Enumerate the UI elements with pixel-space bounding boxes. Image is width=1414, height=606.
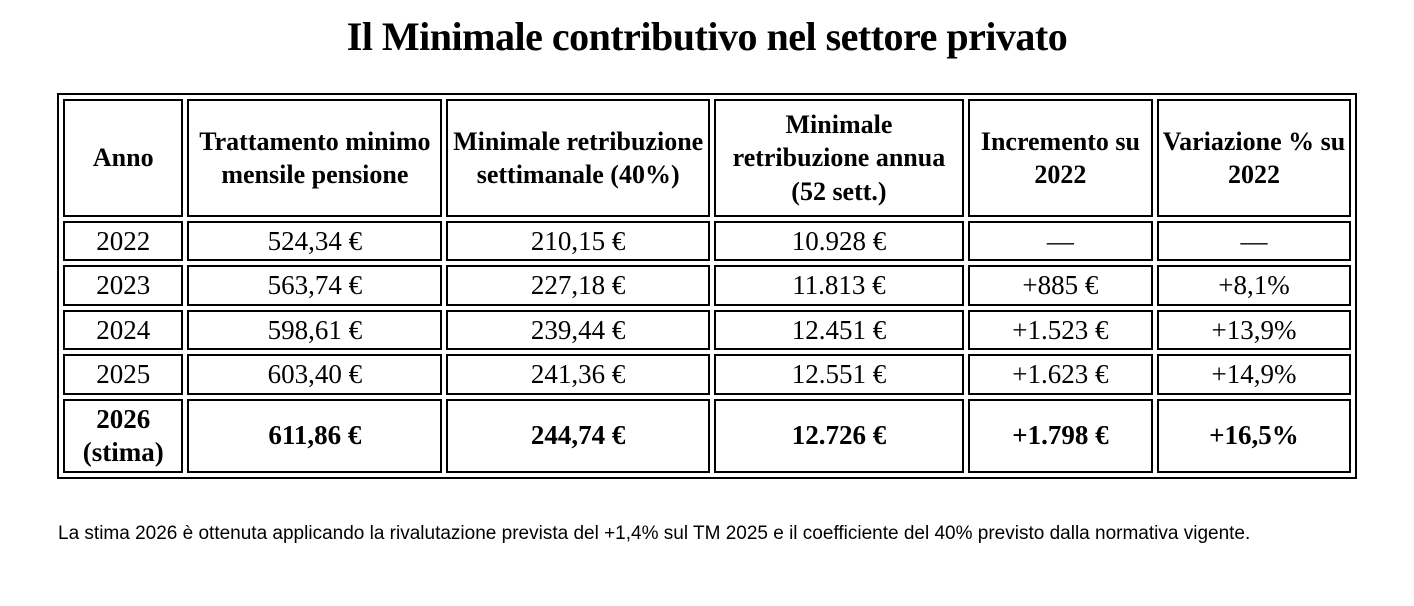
cell-variazione: +16,5% [1156, 398, 1351, 473]
cell-settimanale: 227,18 € [446, 265, 711, 306]
cell-anno: 2022 [63, 221, 184, 262]
column-header-anno: Anno [63, 99, 184, 217]
cell-trattamento: 603,40 € [187, 354, 443, 395]
table-row-2022: 2022 524,34 € 210,15 € 10.928 € — — [63, 221, 1351, 262]
cell-incremento: +1.798 € [967, 398, 1153, 473]
footnote-text: La stima 2026 è ottenuta applicando la r… [58, 522, 1251, 544]
table-row-2024: 2024 598,61 € 239,44 € 12.451 € +1.523 €… [63, 309, 1351, 351]
column-header-variazione: Variazione % su 2022 [1156, 99, 1351, 217]
table-row-2023: 2023 563,74 € 227,18 € 11.813 € +885 € +… [63, 265, 1351, 306]
table-row-2025: 2025 603,40 € 241,36 € 12.551 € +1.623 €… [63, 354, 1351, 395]
cell-anno: 2023 [63, 265, 184, 306]
cell-annua: 12.551 € [714, 354, 964, 395]
cell-annua: 11.813 € [714, 265, 964, 306]
cell-anno: 2024 [63, 309, 184, 351]
cell-incremento: +1.623 € [967, 354, 1153, 395]
cell-trattamento: 563,74 € [187, 265, 443, 306]
cell-trattamento: 611,86 € [187, 398, 443, 473]
cell-settimanale: 239,44 € [446, 309, 711, 351]
column-header-minimale-annua: Minimale retribuzione annua (52 sett.) [714, 99, 964, 217]
cell-variazione: +8,1% [1156, 265, 1351, 306]
cell-variazione: +13,9% [1156, 309, 1351, 351]
table-row-2026-stima: 2026 (stima) 611,86 € 244,74 € 12.726 € … [63, 398, 1351, 473]
cell-variazione: +14,9% [1156, 354, 1351, 395]
table-header-row: Anno Trattamento minimo mensile pensione… [63, 99, 1351, 217]
cell-incremento: +885 € [967, 265, 1153, 306]
cell-variazione: — [1156, 221, 1351, 262]
page-title: Il Minimale contributivo nel settore pri… [346, 14, 1068, 59]
column-header-minimale-settimanale: Minimale retribuzione settimanale (40%) [446, 99, 711, 217]
cell-trattamento: 524,34 € [187, 221, 443, 262]
cell-incremento: — [967, 221, 1153, 262]
cell-anno: 2026 (stima) [63, 398, 184, 473]
contribution-table: Anno Trattamento minimo mensile pensione… [57, 93, 1357, 479]
cell-incremento: +1.523 € [967, 309, 1153, 351]
cell-trattamento: 598,61 € [187, 309, 443, 351]
column-header-trattamento-minimo: Trattamento minimo mensile pensione [187, 99, 443, 217]
column-header-incremento: Incremento su 2022 [967, 99, 1153, 217]
cell-annua: 12.726 € [714, 398, 964, 473]
cell-settimanale: 241,36 € [446, 354, 711, 395]
cell-settimanale: 210,15 € [446, 221, 711, 262]
cell-annua: 10.928 € [714, 221, 964, 262]
cell-settimanale: 244,74 € [446, 398, 711, 473]
cell-annua: 12.451 € [714, 309, 964, 351]
cell-anno: 2025 [63, 354, 184, 395]
